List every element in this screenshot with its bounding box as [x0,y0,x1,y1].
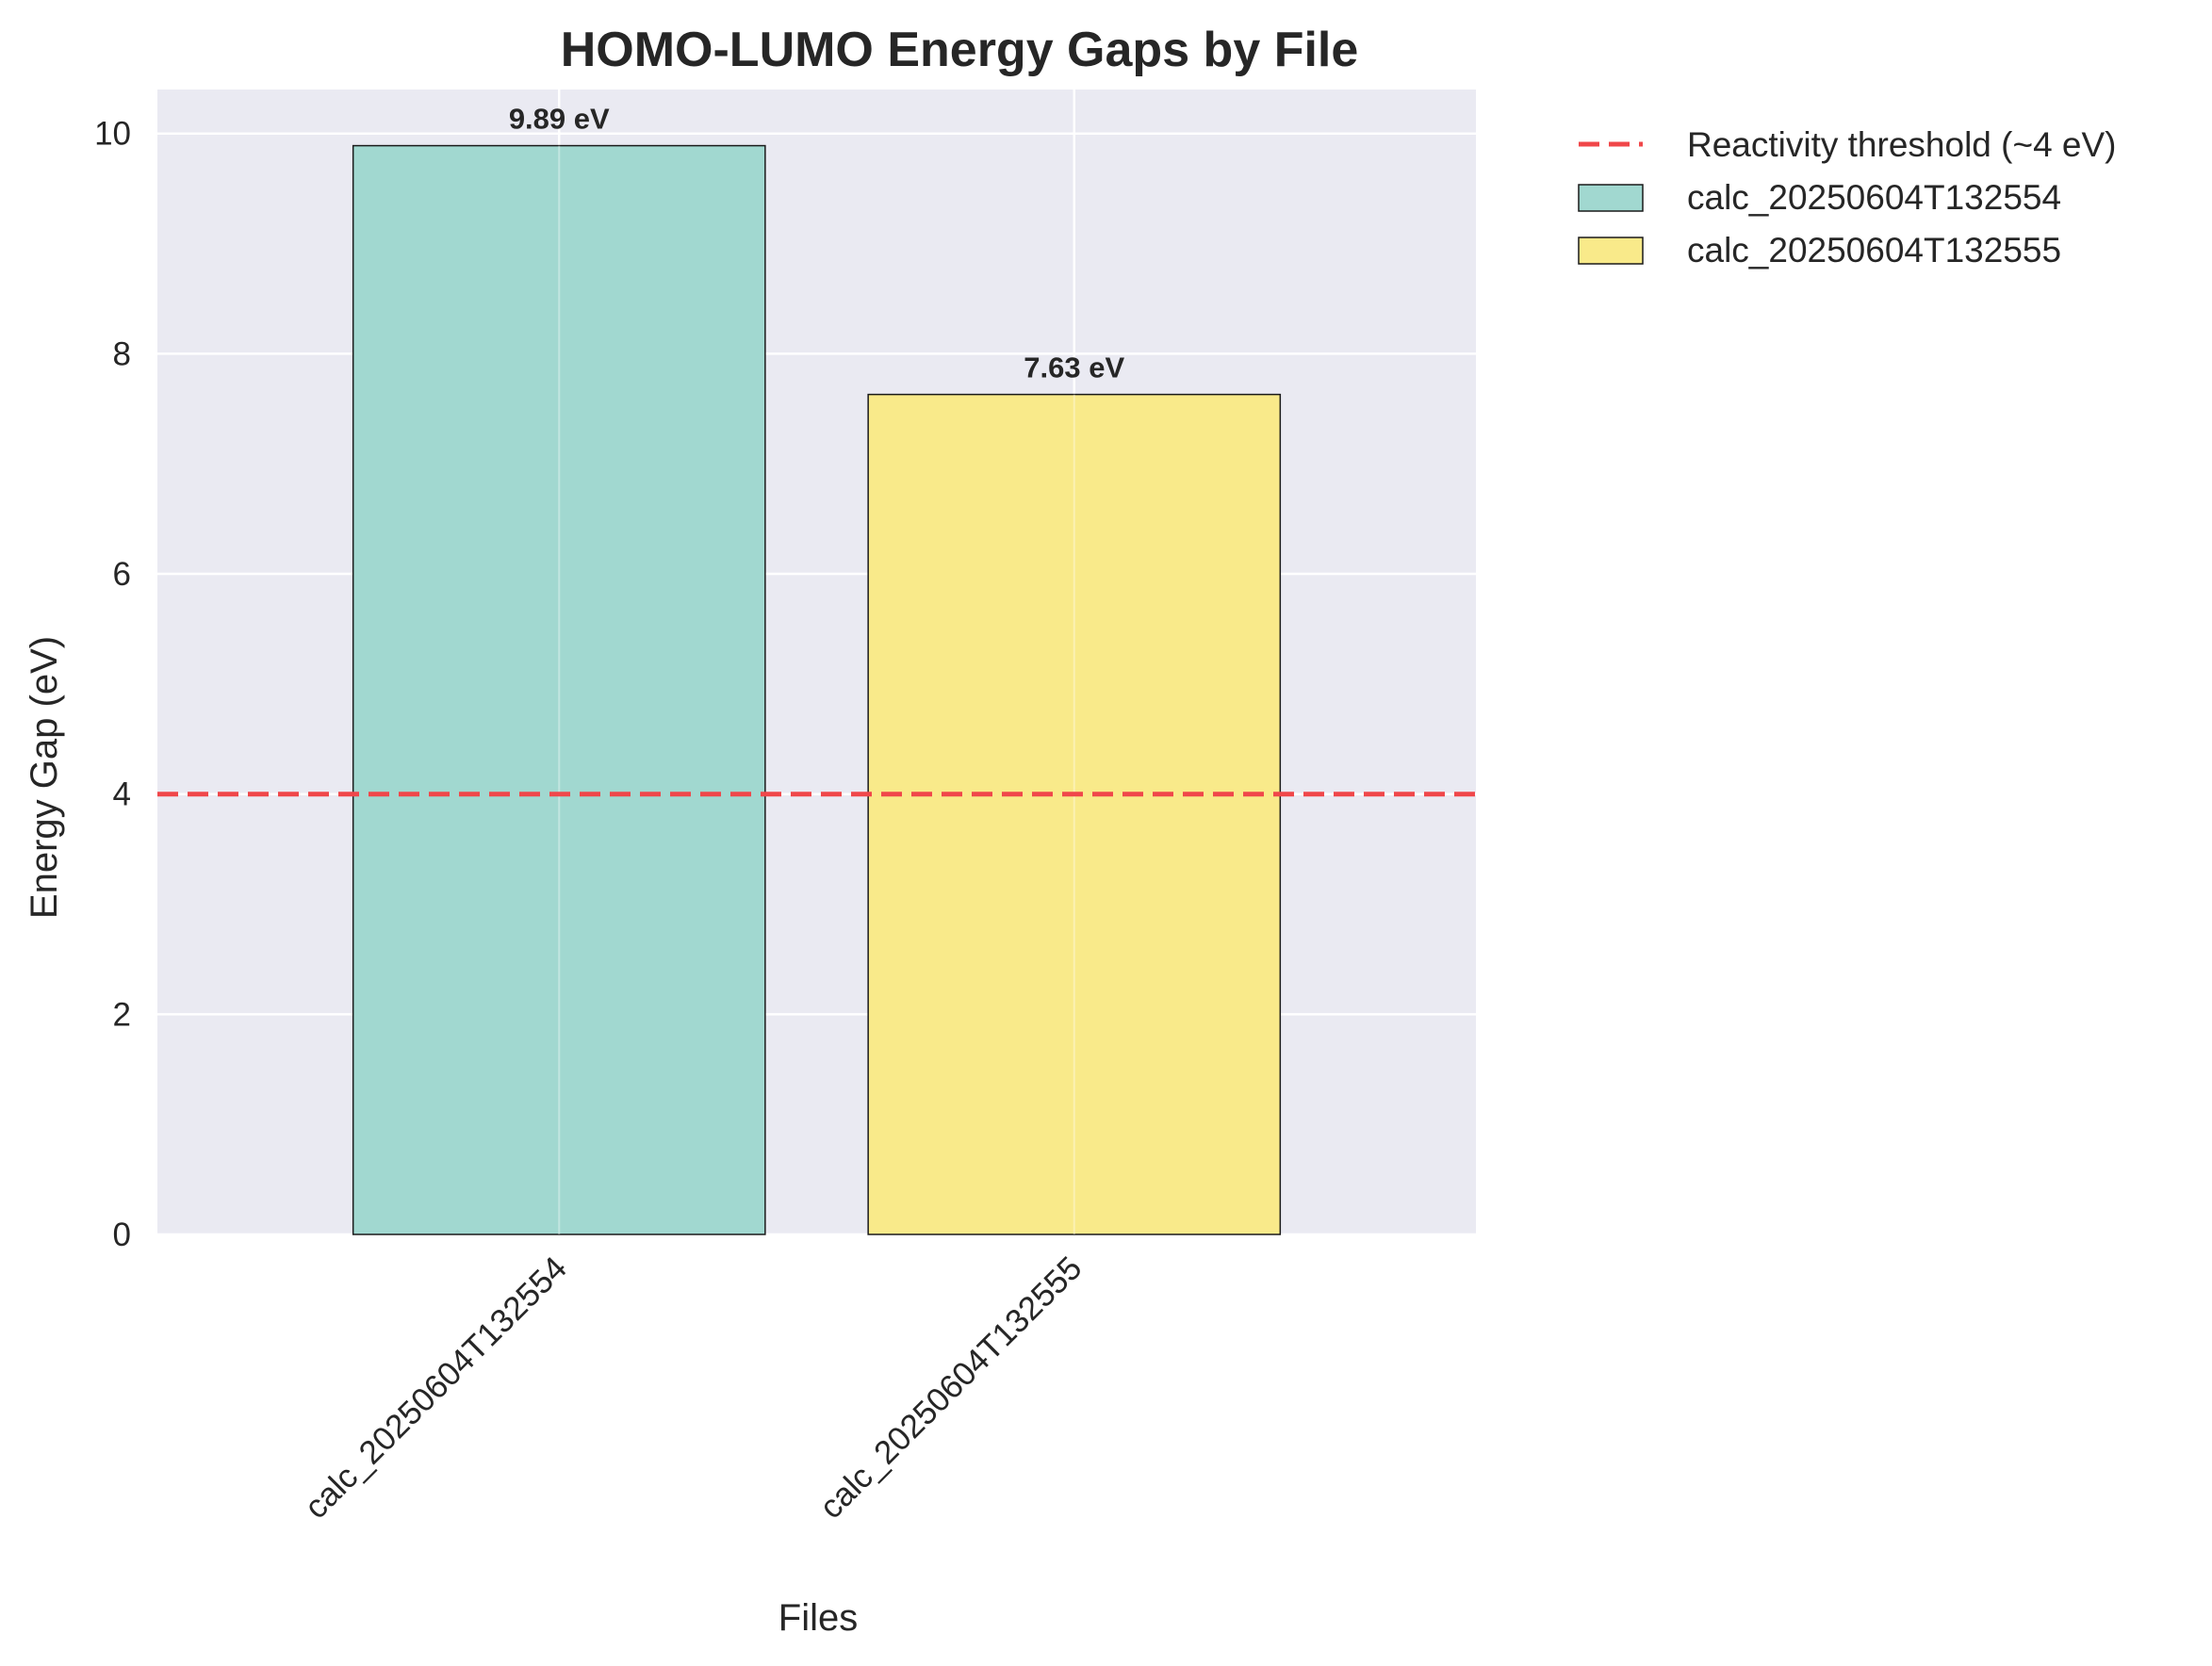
x-tick-label: calc_20250604T132555 [812,1250,1089,1526]
y-tick-label: 4 [113,776,131,813]
legend-swatch [1578,237,1644,265]
data-label: 9.89 eV [509,103,610,136]
bar [867,393,1282,1235]
y-tick-label: 8 [113,335,131,372]
data-label: 7.63 eV [1024,351,1124,384]
legend-swatch [1578,184,1644,212]
bar [352,144,766,1235]
legend-label: calc_20250604T132554 [1687,178,2061,217]
legend-label: calc_20250604T132555 [1687,231,2061,270]
y-tick-label: 10 [94,116,131,153]
x-tick-label: calc_20250604T132554 [298,1250,574,1526]
legend: Reactivity threshold (~4 eV) calc_2025060… [1578,125,2117,270]
y-axis-label: Energy Gap (eV) [24,636,65,919]
legend-label: Reactivity threshold (~4 eV) [1687,125,2117,164]
y-tick-label: 6 [113,556,131,593]
y-tick-label: 0 [113,1217,131,1253]
chart-title: HOMO-LUMO Energy Gaps by File [561,23,1359,77]
x-axis-label: Files [778,1597,858,1639]
y-tick-label: 2 [113,996,131,1033]
